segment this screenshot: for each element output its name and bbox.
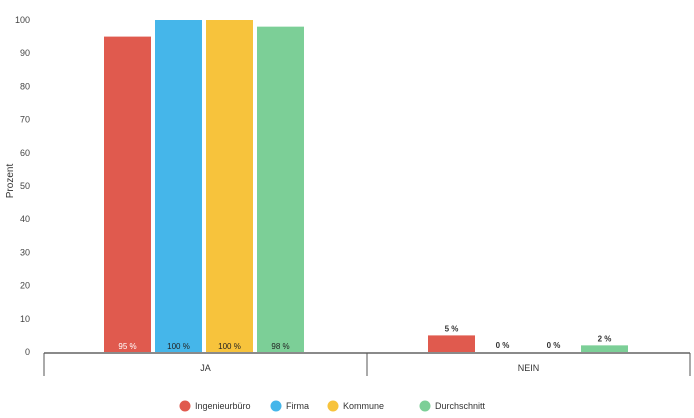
legend-swatch — [419, 400, 431, 412]
legend-swatch — [179, 400, 191, 412]
bar-series — [104, 20, 628, 352]
x-category-label: NEIN — [518, 363, 540, 373]
data-label: 98 % — [271, 342, 289, 351]
y-tick-label: 50 — [20, 181, 30, 191]
legend-item: Firma — [270, 400, 309, 412]
data-label: 100 % — [167, 342, 190, 351]
y-tick-label: 80 — [20, 81, 30, 91]
legend-label: Ingenieurbüro — [195, 401, 251, 411]
bar — [155, 20, 202, 352]
bar — [206, 20, 253, 352]
y-tick-label: 0 — [25, 347, 30, 357]
data-label: 0 % — [496, 341, 510, 350]
bar — [104, 36, 151, 352]
y-tick-label: 70 — [20, 115, 30, 125]
legend: Ingenieurbüro Firma Kommune Durchschnitt — [179, 400, 486, 412]
y-axis-ticks: 0 10 20 30 40 50 60 70 80 90 100 — [15, 15, 30, 357]
legend-item: Ingenieurbüro — [179, 400, 251, 412]
y-tick-label: 40 — [20, 214, 30, 224]
value-labels: 95 % 100 % 100 % 98 % 5 % 0 % 0 % 2 % — [118, 324, 611, 351]
legend-label: Kommune — [343, 401, 384, 411]
legend-item: Durchschnitt — [419, 400, 486, 412]
y-axis-title: Prozent — [5, 164, 16, 199]
bar — [257, 26, 304, 352]
data-label: 95 % — [118, 342, 136, 351]
bar — [428, 335, 475, 352]
x-category-label: JA — [200, 363, 211, 373]
y-tick-label: 90 — [20, 48, 30, 58]
legend-item: Kommune — [327, 400, 384, 412]
legend-label: Durchschnitt — [435, 401, 486, 411]
y-tick-label: 30 — [20, 247, 30, 257]
legend-swatch — [327, 400, 339, 412]
data-label: 5 % — [445, 324, 459, 333]
x-axis: JA NEIN — [43, 352, 691, 376]
y-tick-label: 60 — [20, 148, 30, 158]
y-tick-label: 10 — [20, 314, 30, 324]
y-tick-label: 20 — [20, 281, 30, 291]
legend-swatch — [270, 400, 282, 412]
data-label: 2 % — [598, 334, 612, 343]
data-label: 0 % — [547, 341, 561, 350]
legend-label: Firma — [286, 401, 309, 411]
data-label: 100 % — [218, 342, 241, 351]
bar — [581, 345, 628, 352]
y-tick-label: 100 — [15, 15, 30, 25]
